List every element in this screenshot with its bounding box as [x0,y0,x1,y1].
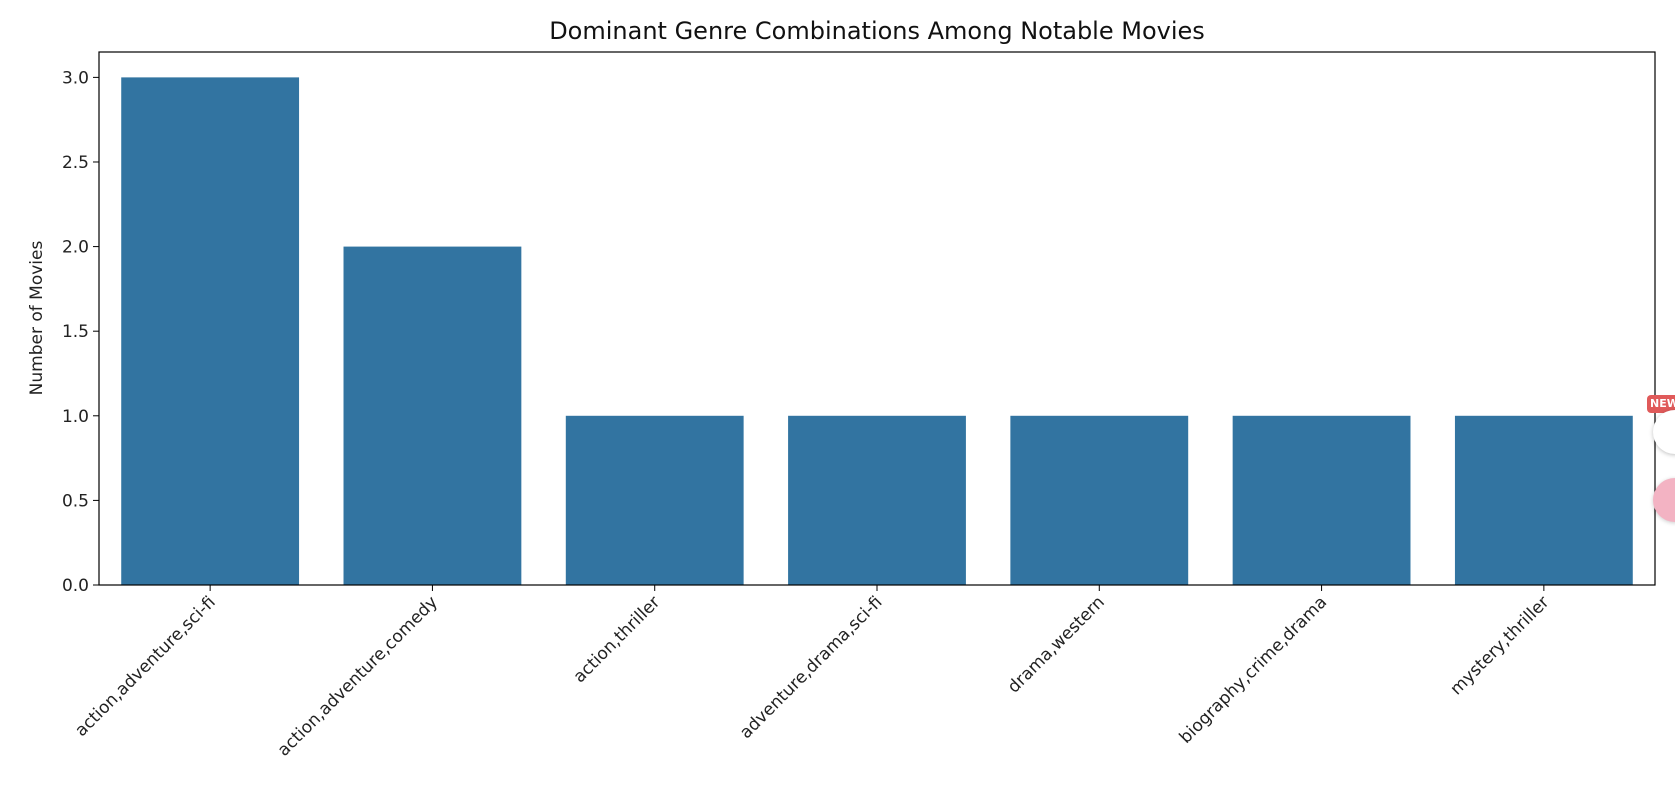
x-tick-label: adventure,drama,sci-fi [736,592,886,742]
bar [788,415,966,585]
y-tick-label: 0.0 [62,576,89,596]
x-axis: action,adventure,sci-fi action,adventure,… [71,585,1553,761]
bar [121,77,300,585]
bar [1232,415,1411,585]
y-tick-label: 2.5 [62,153,89,173]
extension-icon[interactable] [1653,478,1675,522]
x-tick-label: drama,western [1004,592,1109,697]
y-axis-title: Number of Movies [27,241,47,396]
bar [565,415,744,585]
y-axis: 0.0 0.5 1.0 1.5 2.0 2.5 3.0 [62,68,99,596]
plot-frame [98,51,1656,586]
y-tick-label: 0.5 [62,491,89,511]
new-badge[interactable]: NEW [1647,395,1675,413]
bar [1454,415,1633,585]
y-tick-label: 1.5 [62,322,89,342]
x-tick-label: biography,crime,drama [1176,592,1331,747]
y-tick-label: 1.0 [62,407,89,427]
y-tick-label: 2.0 [62,238,89,258]
bar [1010,415,1189,585]
bar [343,246,522,586]
x-tick-label: action,adventure,comedy [274,592,442,760]
x-tick-label: mystery,thriller [1447,592,1554,699]
copy-icon[interactable] [1653,410,1675,454]
x-tick-label: action,adventure,sci-fi [71,592,219,740]
chart-title: Dominant Genre Combinations Among Notabl… [549,17,1205,45]
bars-group [121,77,1633,586]
x-tick-label: action,thriller [570,592,665,687]
y-tick-label: 3.0 [62,68,89,88]
